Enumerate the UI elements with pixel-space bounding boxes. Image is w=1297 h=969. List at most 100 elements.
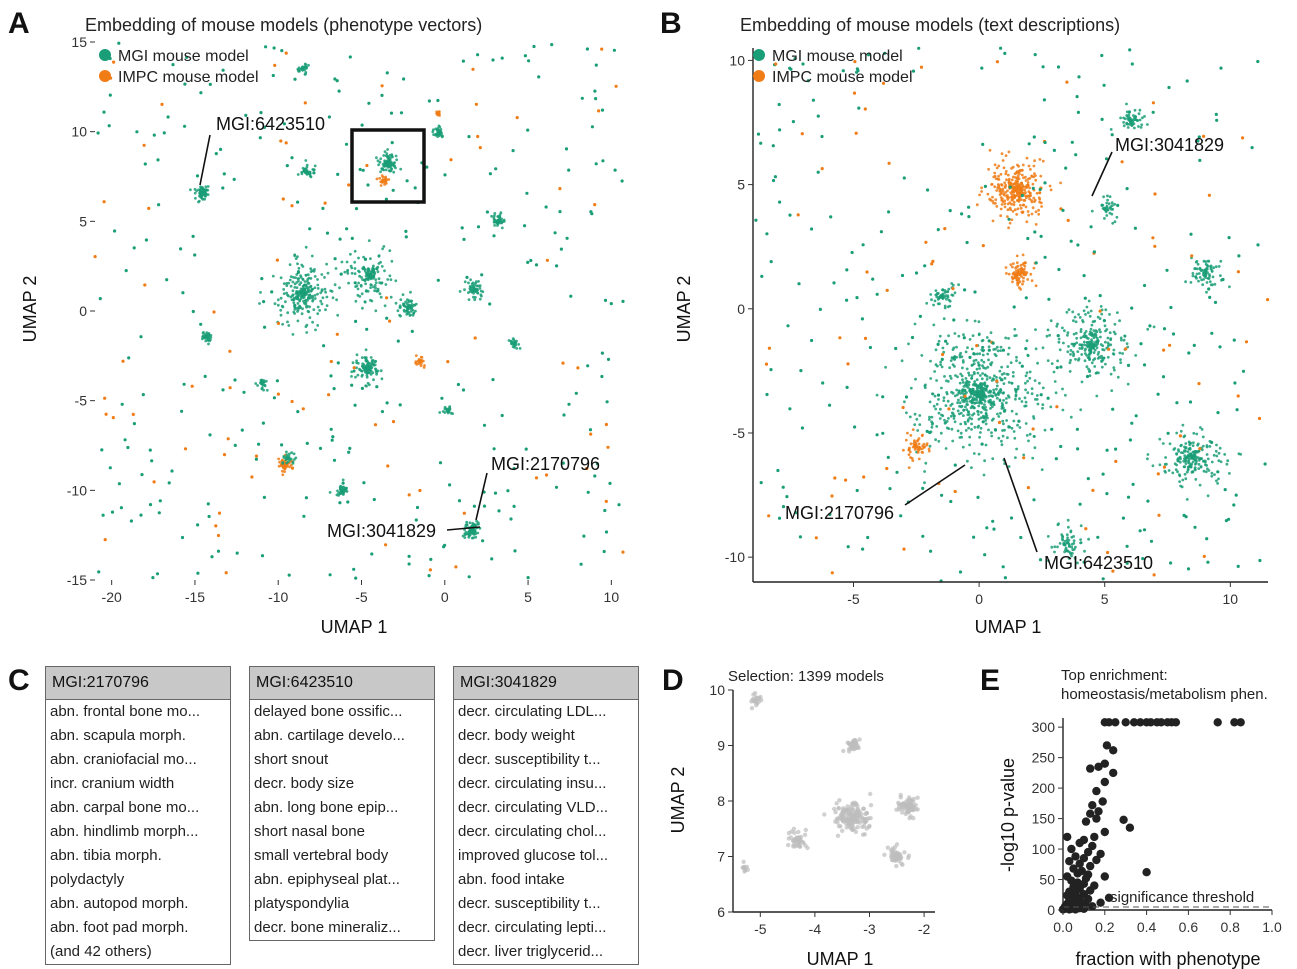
data-point — [1125, 114, 1129, 117]
data-point — [980, 186, 983, 190]
data-point — [1090, 323, 1094, 327]
data-point — [235, 551, 239, 555]
data-point — [316, 305, 320, 309]
data-point — [1041, 406, 1044, 410]
data-point — [1088, 345, 1092, 349]
data-point — [407, 562, 411, 566]
data-point — [398, 313, 401, 317]
data-point — [1024, 388, 1027, 392]
data-point — [961, 381, 965, 384]
data-point — [210, 555, 214, 559]
data-point — [928, 415, 931, 419]
data-point — [312, 171, 316, 175]
data-point — [1053, 550, 1056, 554]
data-point — [353, 249, 357, 253]
panel-letter-b: B — [660, 7, 682, 40]
data-point — [940, 357, 944, 361]
data-point — [845, 268, 849, 272]
data-point — [958, 412, 961, 416]
data-point — [955, 388, 959, 392]
data-point — [1191, 444, 1195, 447]
data-point — [978, 352, 982, 356]
data-point — [1035, 394, 1039, 397]
data-point — [1034, 347, 1038, 351]
data-point — [148, 448, 152, 452]
data-point — [1013, 208, 1017, 212]
data-point — [1012, 185, 1016, 189]
data-point — [301, 296, 305, 300]
data-point — [1130, 306, 1134, 310]
data-point — [262, 300, 266, 304]
data-point — [1030, 212, 1034, 216]
table-cell: abn. foot pad morph. — [50, 919, 189, 936]
data-point — [1093, 357, 1097, 361]
data-point — [1237, 452, 1241, 456]
data-point — [325, 262, 328, 266]
data-point — [1101, 203, 1105, 207]
data-point — [454, 565, 458, 569]
data-point — [902, 547, 906, 551]
data-point — [1171, 332, 1176, 336]
data-point — [959, 431, 963, 435]
data-point — [355, 366, 358, 370]
data-point — [975, 203, 979, 207]
data-point — [258, 302, 261, 305]
data-point — [911, 69, 916, 73]
data-point — [1061, 208, 1065, 212]
data-point — [1031, 186, 1035, 190]
data-point — [120, 402, 124, 406]
data-point — [938, 334, 942, 338]
data-point — [1015, 412, 1018, 416]
data-point — [992, 527, 996, 531]
data-point — [868, 345, 873, 350]
data-point — [1067, 844, 1076, 854]
data-point — [296, 173, 300, 176]
data-point — [981, 353, 985, 357]
data-point — [1028, 376, 1032, 380]
data-point — [344, 486, 348, 490]
x-tick-label: 0.0 — [1053, 919, 1073, 935]
data-point — [1188, 457, 1191, 461]
data-point — [983, 381, 987, 385]
panel-b-scatter: Embedding of mouse models (text descript… — [674, 15, 1270, 637]
data-point — [1205, 444, 1209, 447]
data-point — [143, 283, 147, 287]
data-point — [305, 441, 309, 445]
data-point — [385, 401, 389, 405]
data-point — [1006, 189, 1009, 193]
data-point — [951, 412, 955, 416]
data-point — [1072, 354, 1075, 358]
data-point — [593, 474, 597, 478]
data-point — [1006, 196, 1009, 200]
data-point — [1215, 443, 1218, 447]
data-point — [1146, 453, 1150, 456]
data-point — [207, 333, 211, 336]
data-point — [500, 413, 504, 418]
table-cell: short nasal bone — [254, 823, 365, 840]
data-point — [935, 425, 939, 428]
data-point — [1022, 453, 1026, 457]
data-point — [991, 341, 995, 345]
data-point — [741, 859, 746, 864]
data-point — [934, 438, 937, 442]
data-point — [749, 706, 755, 711]
data-point — [990, 183, 993, 186]
data-point — [456, 382, 460, 387]
data-point — [1181, 478, 1185, 482]
data-point — [316, 283, 320, 287]
data-point — [443, 173, 447, 177]
data-point — [1089, 349, 1092, 352]
data-point — [1061, 535, 1065, 539]
data-point — [930, 415, 934, 419]
data-point — [967, 410, 970, 414]
data-point — [925, 429, 929, 433]
data-point — [988, 148, 992, 152]
data-point — [329, 374, 333, 378]
data-point — [1024, 347, 1028, 351]
data-point — [1206, 494, 1210, 498]
data-point — [978, 374, 982, 377]
data-point — [1142, 283, 1147, 288]
data-point — [207, 335, 210, 338]
data-point — [405, 312, 409, 316]
data-point — [1072, 535, 1075, 538]
